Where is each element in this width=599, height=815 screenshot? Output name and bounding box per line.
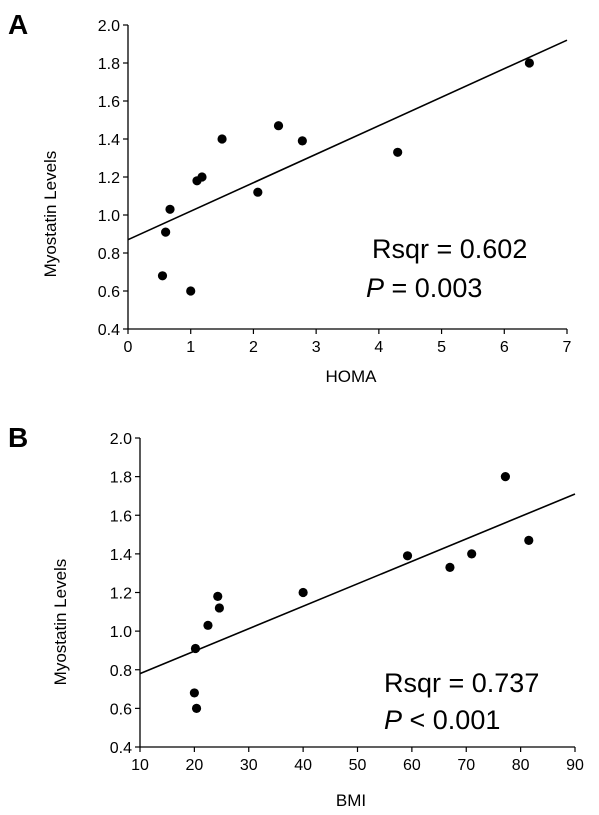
panel-b-y-tick-label: 2.0 [110, 431, 132, 448]
panel-b-x-tick-label: 80 [512, 757, 530, 774]
panel-a-data-point [393, 147, 403, 157]
panel-a-p-value: = 0.003 [384, 273, 482, 303]
panel-a-x-tick-label: 2 [249, 339, 258, 356]
panel-a-data-point [273, 121, 284, 131]
panel-b-data-point [203, 620, 213, 630]
panel-a-x-tick-label: 7 [563, 339, 572, 356]
panel-a-plot: 0.4 0.6 0.8 1.0 1.2 1.4 1.6 1.8 2.0 0 1 2 3 4 5 6 7 [98, 18, 572, 356]
panel-a-y-tick-label: 1.6 [98, 94, 120, 111]
panel-a-x-tick-label: 3 [312, 339, 321, 356]
panel-a-y-tick-label: 1.0 [98, 208, 120, 225]
panel-b-y-tick-label: 1.4 [110, 547, 132, 564]
panel-b-x-axis-label: BMI [336, 791, 366, 810]
panel-a-rsqr-annotation: Rsqr = 0.602 [372, 234, 527, 264]
panel-a-y-tick-label: 0.8 [98, 246, 120, 263]
panel-a-data-point [197, 172, 207, 182]
panel-b-x-tick-label: 10 [131, 757, 149, 774]
panel-b-x-tick-label: 50 [349, 757, 367, 774]
panel-b-data-point [214, 603, 224, 613]
panel-b-data-point [445, 562, 455, 572]
panel-b-y-axis-label: Myostatin Levels [51, 559, 70, 686]
panel-a-y-axis-label: Myostatin Levels [41, 151, 60, 278]
panel-a-data-point [186, 286, 196, 296]
panel-b-p-value: < 0.001 [402, 705, 500, 735]
panel-a-x-tick-label: 1 [186, 339, 195, 356]
panel-a-letter: A [8, 9, 28, 40]
panel-a-y-tick-label: 0.6 [98, 284, 120, 301]
panel-b-x-tick-label: 90 [566, 757, 584, 774]
panel-a-data-point [161, 227, 171, 237]
panel-b-x-tick-label: 40 [294, 757, 312, 774]
panel-b-x-tick-label: 20 [185, 757, 203, 774]
panel-b-y-tick-label: 0.8 [110, 663, 132, 680]
panel-a-data-point [297, 136, 307, 146]
panel-b-y-tick-label: 0.4 [110, 740, 132, 757]
panel-b-p-annotation: P < 0.001 [384, 705, 500, 735]
panel-b-data-point [213, 591, 223, 601]
panel-a-data-point [157, 271, 168, 281]
panel-b-letter: B [8, 422, 28, 453]
panel-a-data-point [524, 58, 534, 68]
panel-a-data-point [253, 187, 263, 197]
panel-b-data-point [190, 643, 201, 654]
panel-b-y-tick-label: 1.6 [110, 508, 132, 525]
panel-b-y-tick-label: 0.6 [110, 701, 132, 718]
panel-a-y-tick-label: 1.2 [98, 170, 120, 187]
panel-a-data-point [165, 204, 175, 214]
panel-b-y-tick-label: 1.0 [110, 624, 132, 641]
panel-a-y-tick-label: 2.0 [98, 18, 120, 35]
panel-a-x-tick-label: 5 [437, 339, 446, 356]
panel-b-data-point [467, 549, 477, 559]
panel-a-data-point [217, 134, 227, 144]
panel-b: B Myostatin Levels BMI Rsqr = 0.737 P < … [8, 422, 584, 810]
panel-b-regression-line [139, 493, 576, 675]
panel-b-data-point [524, 535, 534, 545]
panel-a-x-tick-label: 6 [500, 339, 509, 356]
panel-a-x-tick-label: 0 [124, 339, 133, 356]
panel-a-y-tick-label: 1.8 [98, 56, 120, 73]
panel-b-p-symbol: P [384, 705, 402, 735]
panel-b-x-tick-label: 60 [403, 757, 421, 774]
panel-b-data-point [500, 472, 510, 482]
panel-b-rsqr-annotation: Rsqr = 0.737 [384, 668, 539, 698]
panel-b-x-tick-label: 30 [240, 757, 258, 774]
panel-a-x-axis-label: HOMA [326, 367, 378, 386]
panel-a-regression-line [127, 39, 568, 241]
panel-b-data-point [191, 703, 202, 713]
panel-a-x-tick-label: 4 [374, 339, 383, 356]
panel-b-data-point [189, 688, 199, 698]
panel-b-plot: 0.4 0.6 0.8 1.0 1.2 1.4 1.6 1.8 2.0 10 20 30 40 50 60 7… [110, 431, 584, 774]
panel-b-x-tick-label: 70 [457, 757, 475, 774]
panel-b-data-point [402, 551, 413, 561]
panel-a-y-tick-label: 0.4 [98, 322, 120, 339]
panel-a-p-annotation: P = 0.003 [366, 273, 482, 303]
panel-b-y-tick-label: 1.8 [110, 470, 132, 487]
panel-a-p-symbol: P [366, 273, 384, 303]
panel-b-data-point [298, 587, 308, 598]
panel-b-y-tick-label: 1.2 [110, 586, 132, 603]
panel-a-y-tick-label: 1.4 [98, 132, 120, 149]
panel-a: A Myostatin Levels HOMA Rsqr = 0.602 P =… [8, 9, 572, 386]
